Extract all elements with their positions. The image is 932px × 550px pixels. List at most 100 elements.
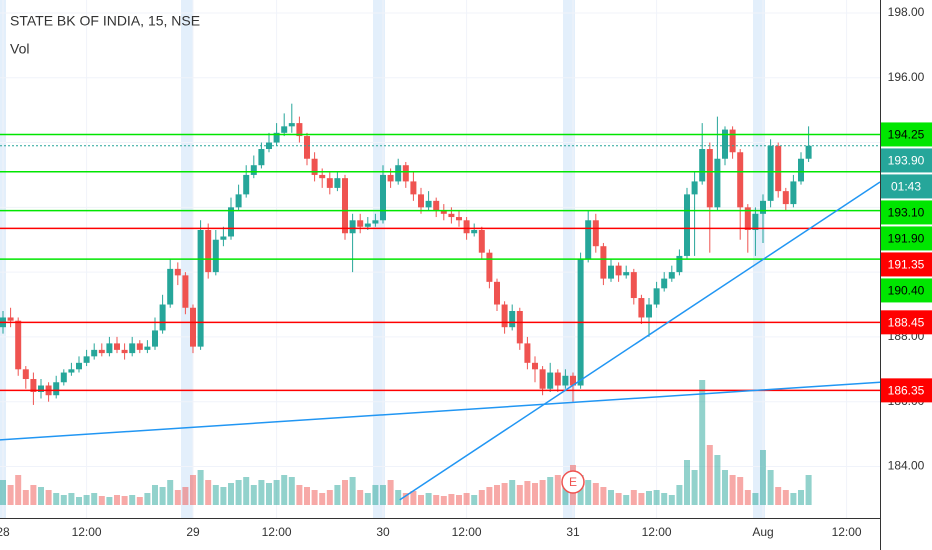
price-badge (881, 278, 932, 303)
candle-body (304, 136, 310, 159)
candle-body (486, 252, 493, 282)
volume-bar (524, 481, 531, 505)
x-tick-label: 31 (566, 525, 580, 539)
candle-body (167, 268, 174, 305)
x-tick-label: 12:00 (262, 525, 292, 539)
price-badge (881, 200, 932, 225)
volume-bar (418, 495, 424, 505)
candle-body (98, 349, 105, 354)
volume-bar (387, 480, 394, 505)
candle-body (722, 129, 728, 159)
price-badge (881, 378, 932, 403)
volume-bar (136, 497, 143, 505)
volume-bar (281, 475, 288, 505)
candle-body (38, 385, 44, 392)
volume-bar (737, 477, 744, 505)
volume-bar (152, 485, 158, 505)
volume-bar (775, 487, 782, 505)
candle-body (790, 181, 797, 205)
candle-body (501, 304, 508, 328)
candle-body (235, 194, 242, 208)
candle-body (737, 152, 744, 208)
price-badge (881, 252, 932, 277)
volume-bar (433, 495, 440, 505)
price-badge (881, 226, 932, 251)
volume-bar (53, 493, 60, 505)
volume-bar (516, 485, 523, 505)
volume-bar (342, 480, 348, 505)
volume-bar (357, 490, 364, 505)
candle-body (380, 174, 386, 221)
candle-body (281, 126, 288, 133)
volume-bar (653, 490, 660, 505)
y-tick-label: 196.00 (888, 70, 925, 84)
candle-body (76, 362, 82, 370)
volume-bar (782, 490, 789, 505)
volume-bar (121, 496, 128, 505)
candle-body (342, 178, 348, 234)
candle-body (516, 310, 523, 344)
candle-body (471, 230, 478, 234)
volume-bar (243, 477, 250, 505)
candle-body (798, 158, 804, 182)
trend-line (399, 181, 881, 501)
volume-bar (197, 470, 204, 505)
volume-bar (30, 485, 37, 505)
candle-body (243, 174, 250, 195)
event-marker (561, 470, 585, 494)
candle-body (7, 317, 14, 321)
volume-bar (38, 487, 44, 505)
price-badge-label: 188.45 (888, 316, 925, 330)
candle-body (15, 320, 22, 370)
volume-bar (319, 493, 326, 505)
x-tick-label: 12:00 (452, 525, 482, 539)
volume-bar (334, 485, 341, 505)
candle-body (220, 236, 227, 240)
volume-bar (296, 485, 303, 505)
volume-bar (463, 493, 470, 505)
x-tick-label: 12:00 (642, 525, 672, 539)
volume-bar (478, 490, 485, 505)
candle-body (729, 129, 736, 153)
candle-body (744, 207, 751, 231)
candle-body (197, 230, 204, 347)
volume-bar (562, 483, 569, 505)
price-badge (881, 174, 932, 199)
volume-label: Vol (10, 41, 29, 57)
volume-bar (364, 493, 371, 505)
candle-body (349, 220, 356, 234)
volume-bar (798, 490, 804, 505)
volume-bar (380, 485, 386, 505)
candle-body (30, 379, 37, 392)
volume-bar (68, 493, 75, 505)
x-tick-label: 12:00 (72, 525, 102, 539)
candle-body (136, 343, 143, 350)
volume-bar (45, 490, 52, 505)
volume-bar (212, 485, 219, 505)
candle-body (410, 181, 417, 195)
candle-body (334, 178, 341, 188)
candle-body (273, 132, 280, 143)
volume-bar (608, 490, 614, 505)
price-badge-label: 186.35 (888, 384, 925, 398)
volume-bar (615, 493, 622, 505)
volume-bar (585, 480, 592, 505)
volume-bar (83, 495, 90, 505)
candle-body (661, 278, 668, 289)
candle-body (691, 181, 698, 195)
volume-bar (250, 485, 257, 505)
volume-bar (600, 487, 607, 505)
candle-body (83, 356, 90, 363)
candle-body (357, 220, 364, 227)
volume-bar (402, 493, 409, 505)
candle-body (129, 343, 136, 354)
volume-bar (494, 485, 500, 505)
price-badge-label: 193.10 (888, 206, 925, 220)
price-badge-label: 193.90 (888, 154, 925, 168)
candle-body (91, 349, 98, 357)
candle-body (630, 272, 637, 299)
volume-bar (767, 470, 774, 505)
x-tick-label: 28 (0, 525, 10, 539)
volume-bar (174, 490, 181, 505)
volume-bar (638, 493, 645, 505)
